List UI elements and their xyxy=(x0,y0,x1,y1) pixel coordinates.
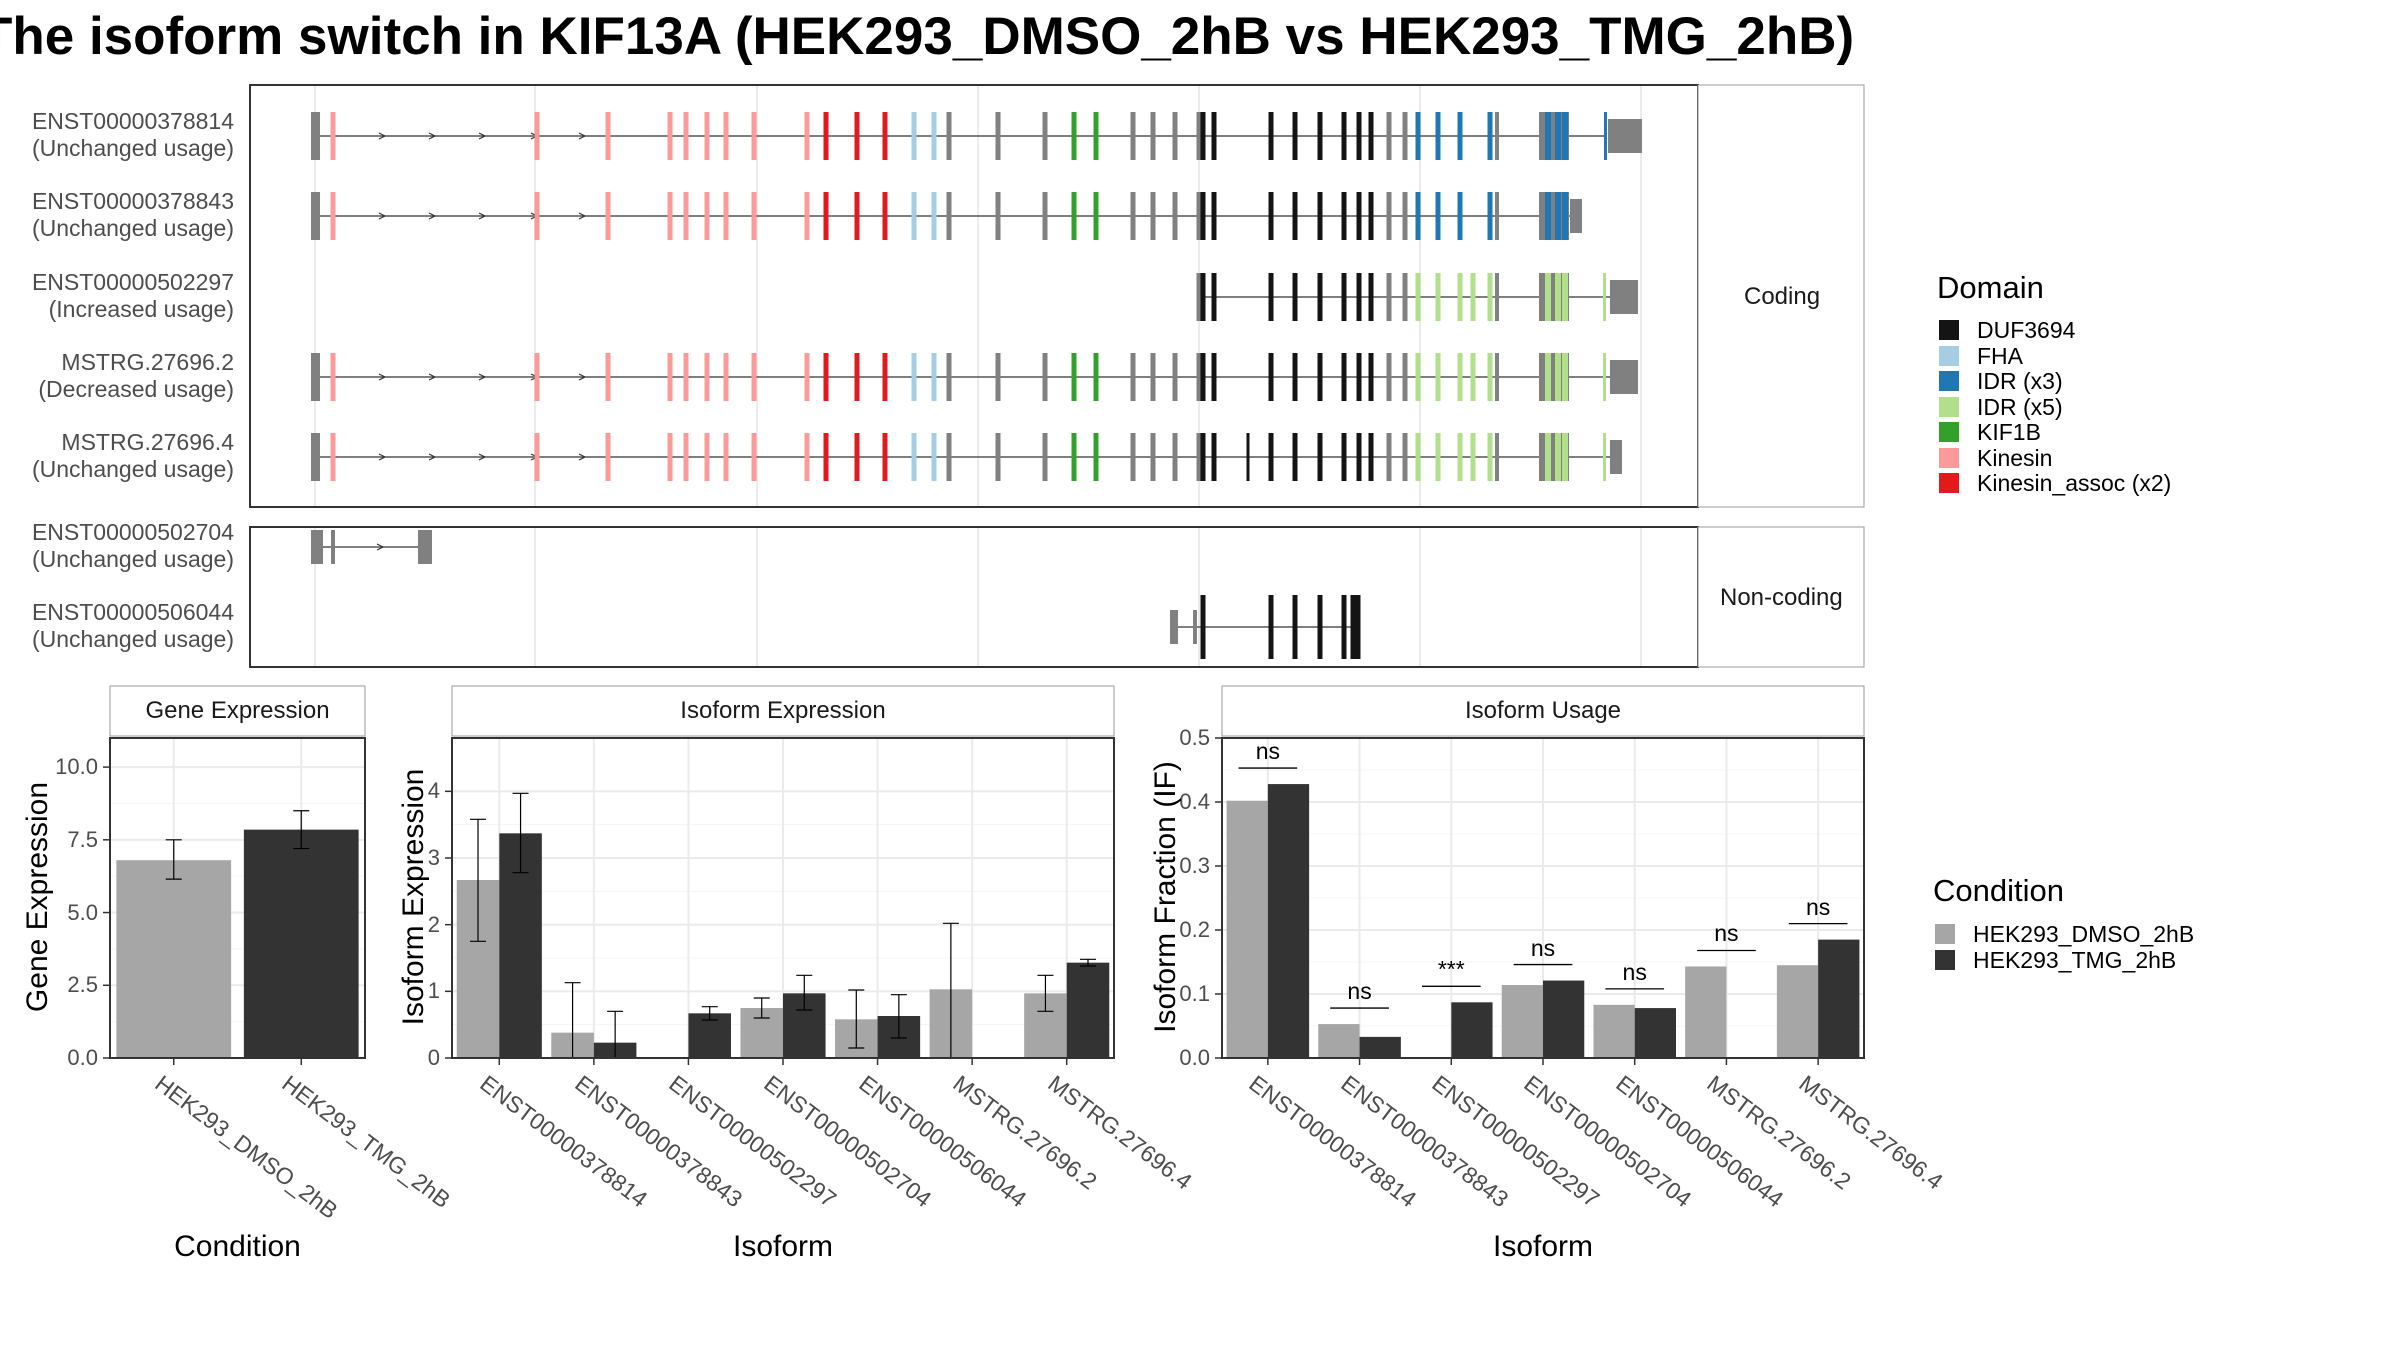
y-tick-label: 0.3 xyxy=(1179,853,1210,878)
y-tick-label: 0.0 xyxy=(1179,1045,1210,1070)
transcript-model-1 xyxy=(311,192,1582,240)
isoform-id: ENST00000502704 xyxy=(31,519,234,545)
legend-label: HEK293_TMG_2hB xyxy=(1973,946,2177,973)
isoform-label-4: MSTRG.27696.4 (Unchanged usage) xyxy=(2,429,234,483)
legend-swatch xyxy=(1939,345,1959,366)
legend-label: KIF1B xyxy=(1977,419,2041,445)
facet-label-coding: Coding xyxy=(1744,283,1821,310)
y-axis-title: Isoform Expression xyxy=(397,768,430,1026)
y-tick-label: 1 xyxy=(427,978,440,1004)
y-tick-label: 2.5 xyxy=(67,972,98,998)
legend-label: Kinesin_assoc (x2) xyxy=(1977,470,2172,496)
legend-swatch xyxy=(1939,422,1959,443)
x-axis-title: Condition xyxy=(174,1230,301,1263)
isoform-label-6: ENST00000506044 (Unchanged usage) xyxy=(2,599,234,653)
isoform-label-5: ENST00000502704 (Unchanged usage) xyxy=(2,519,234,573)
isoform-usage: (Unchanged usage) xyxy=(31,626,234,652)
significance-label: ns xyxy=(1805,893,1831,920)
domain-legend-item: DUF3694 xyxy=(1939,318,2075,342)
isoform-id: ENST00000378843 xyxy=(31,188,234,214)
transcript-model-2 xyxy=(1196,273,1638,321)
transcript-models xyxy=(311,112,1642,659)
legend-label: Kinesin xyxy=(1977,444,2053,471)
figure-title: The isoform switch in KIF13A (HEK293_DMS… xyxy=(0,7,1855,66)
y-tick-label: 0.0 xyxy=(67,1045,98,1070)
condition-legend-item: HEK293_TMG_2hB xyxy=(1935,948,2176,972)
transcript-model-4 xyxy=(311,433,1622,481)
isoform-usage: (Unchanged usage) xyxy=(31,456,234,482)
domain-legend-item: Kinesin_assoc (x2) xyxy=(1939,471,2171,495)
legend-swatch xyxy=(1939,473,1959,494)
isoform-usage: (Increased usage) xyxy=(48,296,234,322)
isoform-label-3: MSTRG.27696.2 (Decreased usage) xyxy=(2,349,234,403)
legend-swatch xyxy=(1939,371,1959,392)
isoform-label-0: ENST00000378814 (Unchanged usage) xyxy=(2,108,234,162)
y-axis-title: Gene Expression xyxy=(21,781,54,1013)
coding-panel xyxy=(249,84,1699,508)
y-tick-label: 0.4 xyxy=(1179,789,1210,814)
significance-label: ns xyxy=(1347,978,1372,1005)
chart-title: Isoform Usage xyxy=(1464,697,1622,724)
domain-legend-item: FHA xyxy=(1939,344,2023,368)
y-tick-label: 0.5 xyxy=(1179,725,1210,750)
y-tick-label: 7.5 xyxy=(67,826,98,852)
y-tick-label: 0.1 xyxy=(1179,981,1210,1006)
chart-title: Gene Expression xyxy=(145,697,330,724)
isoform-id: ENST00000502297 xyxy=(31,269,234,295)
x-axis-title: Isoform xyxy=(732,1230,834,1263)
isoform-id: ENST00000506044 xyxy=(31,599,234,625)
legend-swatch xyxy=(1939,320,1959,341)
transcript-model-3 xyxy=(311,353,1638,401)
noncoding-panel xyxy=(249,526,1699,668)
legend-label: IDR (x3) xyxy=(1977,368,2063,394)
isoform-usage: (Decreased usage) xyxy=(38,376,234,402)
legend-swatch xyxy=(1935,924,1955,945)
domain-legend-title: Domain xyxy=(1937,270,2044,305)
y-tick-label: 10.0 xyxy=(55,754,98,780)
y-tick-label: 0.2 xyxy=(1179,917,1210,942)
y-tick-label: 0 xyxy=(427,1045,440,1070)
significance-label: ns xyxy=(1714,920,1739,947)
significance-label: ns xyxy=(1530,934,1556,961)
domain-legend-item: Kinesin xyxy=(1939,446,2052,470)
y-tick-label: 3 xyxy=(427,845,440,870)
x-axis-title: Isoform xyxy=(1492,1230,1594,1263)
isoform-id: MSTRG.27696.4 xyxy=(61,429,234,455)
legend-swatch xyxy=(1935,949,1955,970)
significance-label: ns xyxy=(1622,958,1647,985)
legend-label: HEK293_DMSO_2hB xyxy=(1973,921,2195,947)
y-tick-label: 4 xyxy=(427,778,440,804)
legend-label: IDR (x5) xyxy=(1977,393,2063,420)
condition-legend-title: Condition xyxy=(1933,873,2064,908)
legend-swatch xyxy=(1939,396,1959,417)
legend-swatch xyxy=(1939,447,1959,468)
isoform-label-2: ENST00000502297 (Increased usage) xyxy=(2,269,234,323)
significance-label: ns xyxy=(1255,738,1280,765)
isoform-id: ENST00000378814 xyxy=(31,108,234,134)
y-tick-label: 2 xyxy=(427,911,440,937)
isoform-id: MSTRG.27696.2 xyxy=(61,349,234,375)
domain-legend-item: IDR (x5) xyxy=(1939,395,2063,419)
isoform-usage: (Unchanged usage) xyxy=(31,135,234,161)
isoform-usage: (Unchanged usage) xyxy=(31,215,234,241)
isoform-usage: (Unchanged usage) xyxy=(31,546,234,572)
significance-label: *** xyxy=(1437,956,1465,983)
y-axis-title: Isoform Fraction (IF) xyxy=(1149,761,1182,1033)
legend-label: DUF3694 xyxy=(1977,317,2076,343)
condition-legend-item: HEK293_DMSO_2hB xyxy=(1935,922,2194,946)
legend-label: FHA xyxy=(1977,342,2023,369)
transcript-model-0 xyxy=(311,112,1642,160)
noncoding-strip xyxy=(1697,526,1865,668)
chart-title: Isoform Expression xyxy=(680,697,886,724)
transcript-model-6 xyxy=(1170,595,1361,659)
domain-legend-item: IDR (x3) xyxy=(1939,369,2063,393)
facet-label-noncoding: Non-coding xyxy=(1720,584,1843,611)
coding-strip xyxy=(1697,84,1865,508)
isoform-label-1: ENST00000378843 (Unchanged usage) xyxy=(2,188,234,242)
y-tick-label: 5.0 xyxy=(67,899,98,925)
domain-legend-item: KIF1B xyxy=(1939,420,2041,444)
transcript-model-5 xyxy=(311,530,432,564)
